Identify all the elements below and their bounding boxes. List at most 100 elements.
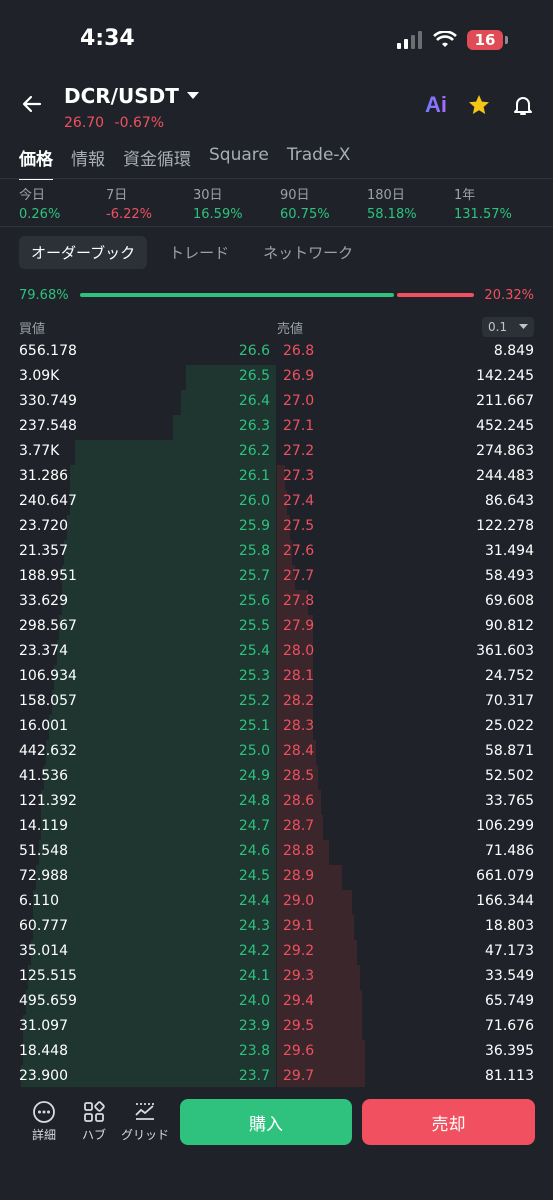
ask-price: 28.9 [283,868,315,884]
orderbook-row[interactable]: 21.357 25.8 27.6 31.494 [0,540,553,565]
orderbook-row[interactable]: 125.515 24.1 29.3 33.549 [0,965,553,990]
orderbook-row[interactable]: 72.988 24.5 28.9 661.079 [0,865,553,890]
orderbook-row[interactable]: 31.286 26.1 27.3 244.483 [0,465,553,490]
orderbook-row[interactable]: 16.001 25.1 28.3 25.022 [0,715,553,740]
orderbook-row[interactable]: 31.097 23.9 29.5 71.676 [0,1015,553,1040]
subtab-trades[interactable]: トレード [169,244,230,262]
star-icon[interactable] [467,93,491,117]
orderbook-row[interactable]: 298.567 25.5 27.9 90.812 [0,615,553,640]
ask-price: 28.3 [283,718,315,734]
orderbook-row[interactable]: 442.632 25.0 28.4 58.871 [0,740,553,765]
ask-quantity: 122.278 [476,518,534,534]
bid-price: 26.3 [238,418,270,434]
orderbook-row[interactable]: 495.659 24.0 29.4 65.749 [0,990,553,1015]
buy-button[interactable]: 購入 [180,1099,352,1145]
bid-quantity: 18.448 [19,1043,68,1059]
bid-quantity: 72.988 [19,868,68,884]
orderbook-row[interactable]: 18.448 23.8 29.6 36.395 [0,1040,553,1065]
orderbook-row[interactable]: 237.548 26.3 27.1 452.245 [0,415,553,440]
bid-depth-bar [36,865,276,890]
ask-quantity: 58.871 [485,743,534,759]
bid-price: 24.7 [238,818,270,834]
ratio-bar [80,293,474,297]
orderbook-row[interactable]: 60.777 24.3 29.1 18.803 [0,915,553,940]
ratio-bar-buy [80,293,394,297]
bid-depth-bar [31,940,276,965]
orderbook-row[interactable]: 188.951 25.7 27.7 58.493 [0,565,553,590]
bid-price: 25.2 [238,693,270,709]
bid-depth-bar [23,1015,276,1040]
bid-quantity: 121.392 [19,793,77,809]
tab-capital-flow[interactable]: 資金循環 [123,150,191,170]
pair-selector[interactable]: DCR/USDT [64,84,199,108]
details-button[interactable]: 詳細 [19,1100,69,1143]
orderbook-row[interactable]: 23.720 25.9 27.5 122.278 [0,515,553,540]
ask-depth-bar [277,815,323,840]
ask-price: 27.3 [283,468,315,484]
ask-depth-bar [277,865,342,890]
orderbook-row[interactable]: 23.900 23.7 29.7 81.113 [0,1065,553,1087]
orderbook-row[interactable]: 158.057 25.2 28.2 70.317 [0,690,553,715]
bid-quantity: 35.014 [19,943,68,959]
ai-assistant-icon[interactable]: Ai [425,92,447,117]
ask-depth-bar [277,615,313,640]
ask-depth-bar [277,690,313,715]
bid-price: 23.9 [238,1018,270,1034]
bid-depth-bar [39,840,276,865]
ask-quantity: 106.299 [476,818,534,834]
bid-price: 25.3 [238,668,270,684]
bid-price: 24.4 [238,893,270,909]
back-arrow-icon[interactable] [20,92,44,116]
ask-depth-bar [277,565,295,590]
hub-button[interactable]: ハブ [69,1100,119,1143]
orderbook-row[interactable]: 121.392 24.8 28.6 33.765 [0,790,553,815]
wifi-icon [433,31,457,47]
orderbook-row[interactable]: 23.374 25.4 28.0 361.603 [0,640,553,665]
ask-price: 28.4 [283,743,315,759]
orderbook-subtabs: オーダーブック トレード ネットワーク [19,236,375,269]
grid-button[interactable]: グリッド [119,1100,171,1143]
orderbook-row[interactable]: 6.110 24.4 29.0 166.344 [0,890,553,915]
tab-info[interactable]: 情報 [71,150,105,170]
ask-quantity: 25.022 [485,718,534,734]
ask-price: 29.1 [283,918,315,934]
tab-price[interactable]: 価格 [19,145,53,180]
orderbook-row[interactable]: 330.749 26.4 27.0 211.667 [0,390,553,415]
ask-depth-bar [277,790,321,815]
bid-price: 26.5 [238,368,270,384]
orderbook-row[interactable]: 3.09K 26.5 26.9 142.245 [0,365,553,390]
ask-price: 29.0 [283,893,315,909]
tab-trade-x[interactable]: Trade-X [286,145,351,165]
sell-button[interactable]: 売却 [362,1099,535,1145]
orderbook-row[interactable]: 3.77K 26.2 27.2 274.863 [0,440,553,465]
precision-value: 0.1 [488,320,508,334]
orderbook-row[interactable]: 106.934 25.3 28.1 24.752 [0,665,553,690]
bid-quantity: 51.548 [19,843,68,859]
orderbook-row[interactable]: 41.536 24.9 28.5 52.502 [0,765,553,790]
status-icons: 16 [397,28,508,52]
bid-depth-bar [181,390,276,415]
bid-price: 25.4 [238,643,270,659]
caret-down-icon [186,92,199,99]
bid-quantity: 6.110 [19,893,60,909]
bid-price: 25.9 [238,518,270,534]
bid-depth-bar [33,915,276,940]
precision-select[interactable]: 0.1 [482,317,534,337]
ask-price: 28.5 [283,768,315,784]
subtab-orderbook[interactable]: オーダーブック [19,236,148,269]
orderbook: 656.178 26.6 26.8 8.849 3.09K 26.5 26.9 142.245… [0,340,553,1087]
orderbook-row[interactable]: 33.629 25.6 27.8 69.608 [0,590,553,615]
orderbook-row[interactable]: 656.178 26.6 26.8 8.849 [0,340,553,365]
ask-depth-bar [277,965,360,990]
subtab-network[interactable]: ネットワーク [263,244,354,262]
orderbook-row[interactable]: 240.647 26.0 27.4 86.643 [0,490,553,515]
tab-square[interactable]: Square [209,145,269,165]
ask-quantity: 452.245 [476,418,534,434]
ask-quantity: 86.643 [485,493,534,509]
orderbook-row[interactable]: 14.119 24.7 28.7 106.299 [0,815,553,840]
bell-icon[interactable] [511,93,535,117]
orderbook-row[interactable]: 51.548 24.6 28.8 71.486 [0,840,553,865]
bid-price: 26.4 [238,393,270,409]
orderbook-row[interactable]: 35.014 24.2 29.2 47.173 [0,940,553,965]
perf-1y: 1年 131.57% [454,188,512,222]
